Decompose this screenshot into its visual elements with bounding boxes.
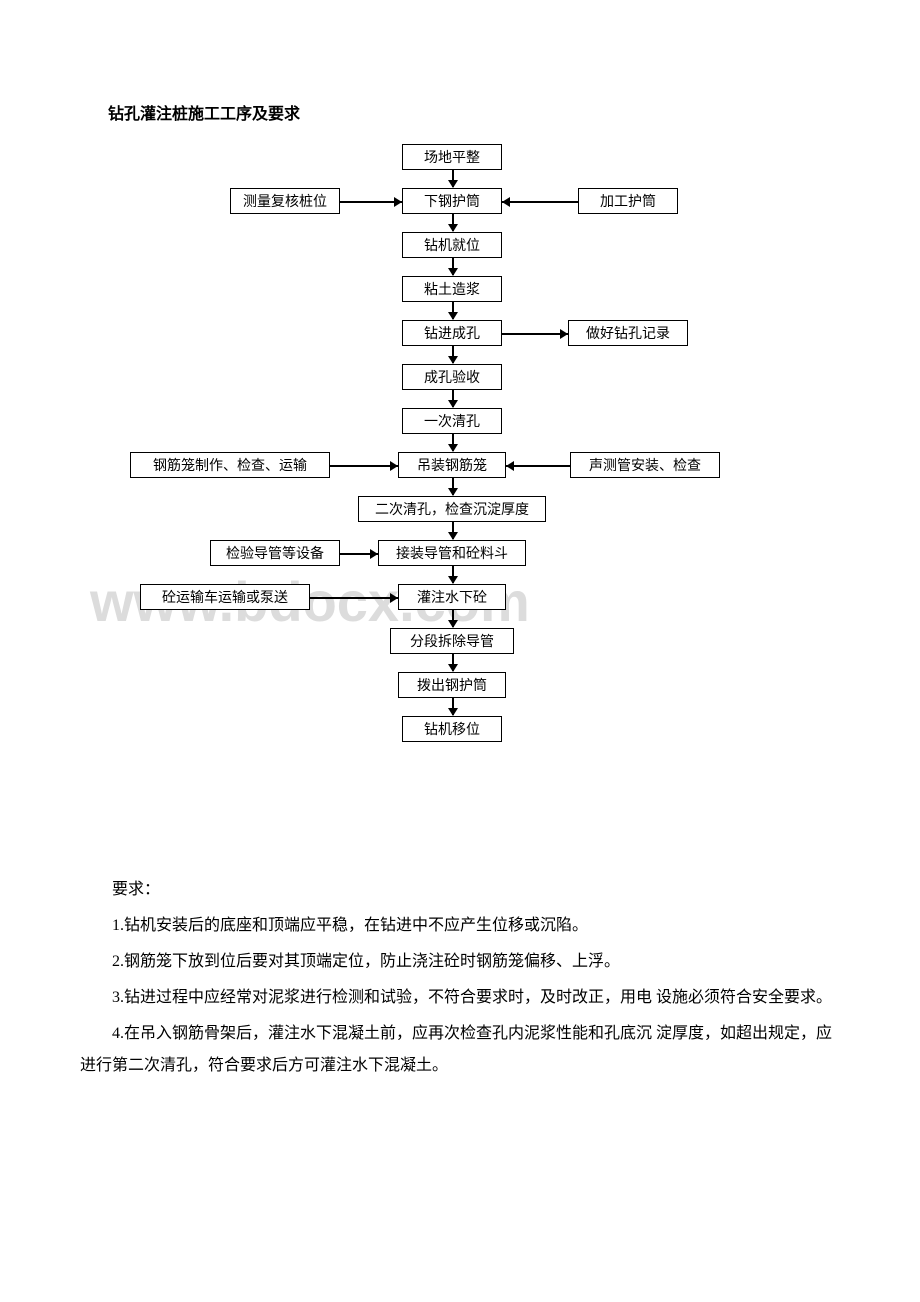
- flowchart-node: 钻机就位: [402, 232, 502, 258]
- flowchart-node: 吊装钢筋笼: [398, 452, 506, 478]
- flowchart-connector: [502, 333, 568, 335]
- flowchart-arrow: [452, 258, 454, 275]
- arrow-head-icon: [394, 197, 402, 207]
- arrow-head-icon: [390, 593, 398, 603]
- flowchart-node: 分段拆除导管: [390, 628, 514, 654]
- requirement-item: 1.钻机安装后的底座和顶端应平稳，在钻进中不应产生位移或沉陷。: [80, 910, 840, 942]
- requirement-item: 3.钻进过程中应经常对泥浆进行检测和试验，不符合要求时，及时改正，用电 设施必须…: [80, 982, 840, 1014]
- flowchart-arrow: [452, 610, 454, 627]
- requirement-item: 2.钢筋笼下放到位后要对其顶端定位，防止浇注砼时钢筋笼偏移、上浮。: [80, 946, 840, 978]
- flowchart-node: 钢筋笼制作、检查、运输: [130, 452, 330, 478]
- flowchart-arrow: [452, 478, 454, 495]
- flowchart-arrow: [452, 654, 454, 671]
- flowchart-node: 灌注水下砼: [398, 584, 506, 610]
- flowchart-arrow: [452, 522, 454, 539]
- flowchart-arrow: [452, 434, 454, 451]
- arrow-head-icon: [502, 197, 510, 207]
- flowchart-container: 场地平整测量复核桩位 下钢护筒 加工护筒钻机就位粘土造浆钻进成孔 做好钻孔记录成孔验收…: [100, 144, 820, 854]
- arrow-head-icon: [390, 461, 398, 471]
- flowchart-node: 钻机移位: [402, 716, 502, 742]
- requirements-heading: 要求：: [80, 874, 840, 906]
- arrow-head-icon: [506, 461, 514, 471]
- requirement-item: 4.在吊入钢筋骨架后，灌注水下混凝土前，应再次检查孔内泥浆性能和孔底沉 淀厚度，…: [80, 1018, 840, 1082]
- flowchart-node: 二次清孔，检查沉淀厚度: [358, 496, 546, 522]
- flowchart-node: 下钢护筒: [402, 188, 502, 214]
- flowchart-node: 一次清孔: [402, 408, 502, 434]
- page-title: 钻孔灌注桩施工工序及要求: [80, 100, 840, 124]
- flowchart-node: 声测管安装、检查: [570, 452, 720, 478]
- flowchart-connector: [502, 201, 578, 203]
- arrow-head-icon: [370, 549, 378, 559]
- flowchart-node: 粘土造浆: [402, 276, 502, 302]
- arrow-head-icon: [560, 329, 568, 339]
- flowchart-arrow: [452, 214, 454, 231]
- flowchart-arrow: [452, 698, 454, 715]
- flowchart-arrow: [452, 170, 454, 187]
- flowchart-node: 砼运输车运输或泵送: [140, 584, 310, 610]
- flowchart-connector: [330, 465, 398, 467]
- flowchart-connector: [506, 465, 570, 467]
- flowchart-arrow: [452, 390, 454, 407]
- flowchart-node: 测量复核桩位: [230, 188, 340, 214]
- flowchart-node: 检验导管等设备: [210, 540, 340, 566]
- flowchart-arrow: [452, 566, 454, 583]
- flowchart-connector: [340, 201, 402, 203]
- flowchart-node: 场地平整: [402, 144, 502, 170]
- flowchart-arrow: [452, 346, 454, 363]
- flowchart-node: 接装导管和砼料斗: [378, 540, 526, 566]
- flowchart-node: 加工护筒: [578, 188, 678, 214]
- flowchart-node: 拨出钢护筒: [398, 672, 506, 698]
- flowchart-arrow: [452, 302, 454, 319]
- flowchart-connector: [310, 597, 398, 599]
- flowchart-node: 做好钻孔记录: [568, 320, 688, 346]
- flowchart-node: 钻进成孔: [402, 320, 502, 346]
- flowchart-node: 成孔验收: [402, 364, 502, 390]
